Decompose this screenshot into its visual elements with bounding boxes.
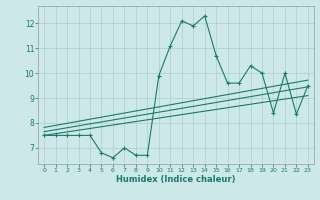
X-axis label: Humidex (Indice chaleur): Humidex (Indice chaleur)	[116, 175, 236, 184]
